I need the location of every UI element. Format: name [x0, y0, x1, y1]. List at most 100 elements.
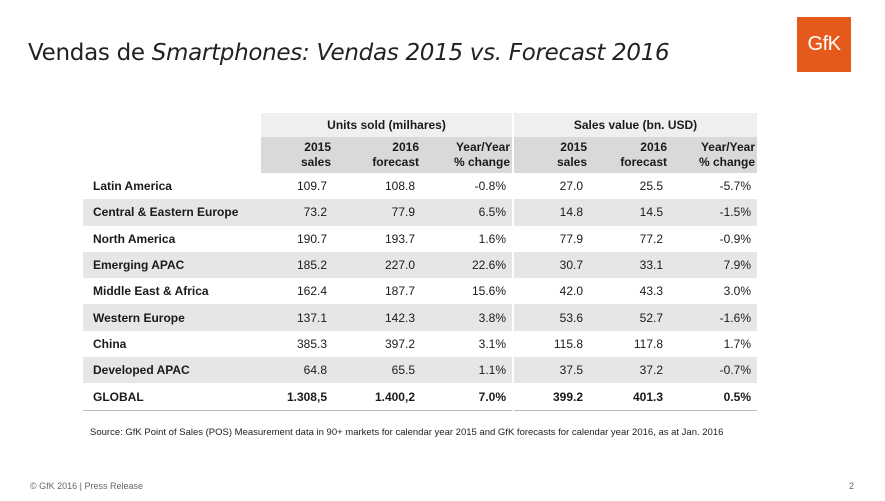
table-cell: 193.7 — [384, 231, 415, 246]
subheader-line2: % change — [453, 155, 510, 169]
region-name: GLOBAL — [83, 383, 261, 411]
table-cell: 3.8% — [421, 304, 514, 331]
table-cell: 43.3 — [639, 284, 663, 299]
table-cell: 22.6% — [421, 251, 514, 279]
subheader-line1: Year/Year — [700, 140, 755, 154]
subheader-line1: 2016 — [640, 140, 667, 154]
title-part3: Vendas 2015 vs. Forecast 2016 — [316, 40, 670, 66]
group-header-sales: Sales value (bn. USD) — [513, 113, 757, 137]
region-name: Middle East & Africa — [93, 284, 209, 299]
table-cell: 53.6 — [513, 304, 589, 331]
table-cell: -0.8% — [421, 173, 514, 200]
logo-text: GfK — [807, 33, 841, 55]
table-cell: 399.2 — [513, 383, 589, 411]
table-cell: 77.9 — [559, 231, 583, 246]
subheader-blank — [83, 137, 261, 173]
title-part2: Smartphones: — [151, 40, 310, 66]
table-cell: 14.8 — [513, 199, 589, 226]
table-cell: 7.0% — [421, 383, 514, 411]
table-cell: 185.2 — [261, 251, 333, 279]
table-cell: 142.3 — [333, 304, 421, 331]
region-name: Western Europe — [83, 304, 261, 331]
table-row: Developed APAC 64.8 65.5 1.1% 37.5 37.2 -0.7% — [83, 357, 757, 384]
subheader-cell: Year/Year% change — [421, 137, 514, 173]
table-cell: -1.5% — [669, 199, 757, 226]
table-cell: 3.0% — [723, 284, 751, 299]
subheader-cell: 2015 sales — [261, 137, 333, 173]
table-cell: 27.0 — [559, 179, 583, 194]
region-name: Emerging APAC — [83, 251, 261, 279]
table-cell: 1.308,5 — [261, 383, 333, 411]
table-body: Latin America 109.7 108.8 -0.8% 27.0 25.5 -5.7… — [83, 173, 757, 411]
subheader-line1: 2015 — [304, 140, 331, 154]
region-name: Central & Eastern Europe — [83, 199, 261, 226]
table-cell: 3.1% — [421, 330, 514, 358]
table-cell: 1.6% — [421, 225, 514, 252]
subheader-cell: Year/Year% change — [669, 137, 757, 173]
table-cell: 15.6% — [421, 278, 514, 305]
subheader-line2: forecast — [372, 155, 419, 169]
table-cell: 25.5 — [639, 179, 663, 194]
table-cell: 37.2 — [589, 357, 669, 384]
table-cell: 14.5 — [589, 199, 669, 226]
subheader-line1: 2016 — [392, 140, 419, 154]
table-cell: -0.9% — [719, 231, 751, 246]
subheader-cell: 2016 forecast — [589, 137, 669, 173]
table-cell: -1.6% — [669, 304, 757, 331]
table-cell: 385.3 — [296, 336, 327, 351]
region-name: Developed APAC — [83, 357, 261, 384]
table-cell: 0.5% — [669, 383, 757, 411]
table-cell: 109.7 — [296, 179, 327, 194]
subheader-row: 2015 sales 2016 forecast Year/Year% change 20… — [83, 137, 757, 173]
subheader-cell: 2016 forecast — [333, 137, 421, 173]
footer-text: © GfK 2016 | Press Release — [30, 481, 144, 491]
table-cell: 64.8 — [261, 357, 333, 384]
table-row: Latin America 109.7 108.8 -0.8% 27.0 25.5 -5.7… — [83, 173, 757, 200]
table-row: China 385.3 397.2 3.1% 115.8 117.8 1.7% — [83, 330, 757, 358]
sales-table: Units sold (milhares) Sales value (bn. U… — [83, 113, 757, 411]
group-header-blank — [83, 113, 261, 137]
subheader-line2: sales — [300, 155, 331, 169]
group-header-row: Units sold (milhares) Sales value (bn. U… — [83, 113, 757, 137]
table-cell: 37.5 — [513, 357, 589, 384]
table-cell: 42.0 — [559, 284, 583, 299]
table-cell: 227.0 — [333, 251, 421, 279]
table-cell: 65.5 — [333, 357, 421, 384]
table-cell: 1.7% — [723, 336, 751, 351]
table-cell: -5.7% — [719, 179, 751, 194]
source-note: Source: GfK Point of Sales (POS) Measure… — [90, 427, 724, 438]
table-cell: 77.2 — [639, 231, 663, 246]
table-row: Middle East & Africa 162.4 187.7 15.6% 42.0 4… — [83, 278, 757, 305]
table-cell: 401.3 — [589, 383, 669, 411]
table-cell: 108.8 — [384, 179, 415, 194]
subheader-cell: 2015 sales — [513, 137, 589, 173]
page-number: 2 — [849, 481, 855, 491]
subheader-line1: Year/Year — [455, 140, 510, 154]
table-cell: 52.7 — [589, 304, 669, 331]
table-cell: 30.7 — [513, 251, 589, 279]
table-cell: 137.1 — [261, 304, 333, 331]
subheader-line2: forecast — [620, 155, 667, 169]
table-cell: 1.400,2 — [333, 383, 421, 411]
table-cell: 162.4 — [296, 284, 327, 299]
page-title: Vendas de Smartphones: Vendas 2015 vs. F… — [28, 40, 670, 66]
subheader-line2: % change — [698, 155, 755, 169]
table-row: Western Europe 137.1 142.3 3.8% 53.6 52.7 -1.6… — [83, 304, 757, 331]
table-cell: 187.7 — [384, 284, 415, 299]
region-name: Latin America — [93, 179, 172, 194]
table-cell: -0.7% — [669, 357, 757, 384]
region-name: North America — [93, 231, 176, 246]
table-cell: 117.8 — [633, 336, 663, 351]
table-row: Emerging APAC 185.2 227.0 22.6% 30.7 33.1 7.9% — [83, 251, 757, 279]
group-header-units: Units sold (milhares) — [261, 113, 514, 137]
table-cell: 7.9% — [669, 251, 757, 279]
table-row: Central & Eastern Europe 73.2 77.9 6.5% 14.8… — [83, 199, 757, 226]
table-row: GLOBAL 1.308,5 1.400,2 7.0% 399.2 401.3 0.5% — [83, 383, 757, 411]
table-cell: 77.9 — [333, 199, 421, 226]
table-cell: 6.5% — [421, 199, 514, 226]
table-cell: 115.8 — [553, 336, 583, 351]
subheader-line1: 2015 — [560, 140, 587, 154]
table-cell: 33.1 — [589, 251, 669, 279]
table-row: North America 190.7 193.7 1.6% 77.9 77.2 -0.9% — [83, 225, 757, 252]
subheader-line2: sales — [556, 155, 587, 169]
